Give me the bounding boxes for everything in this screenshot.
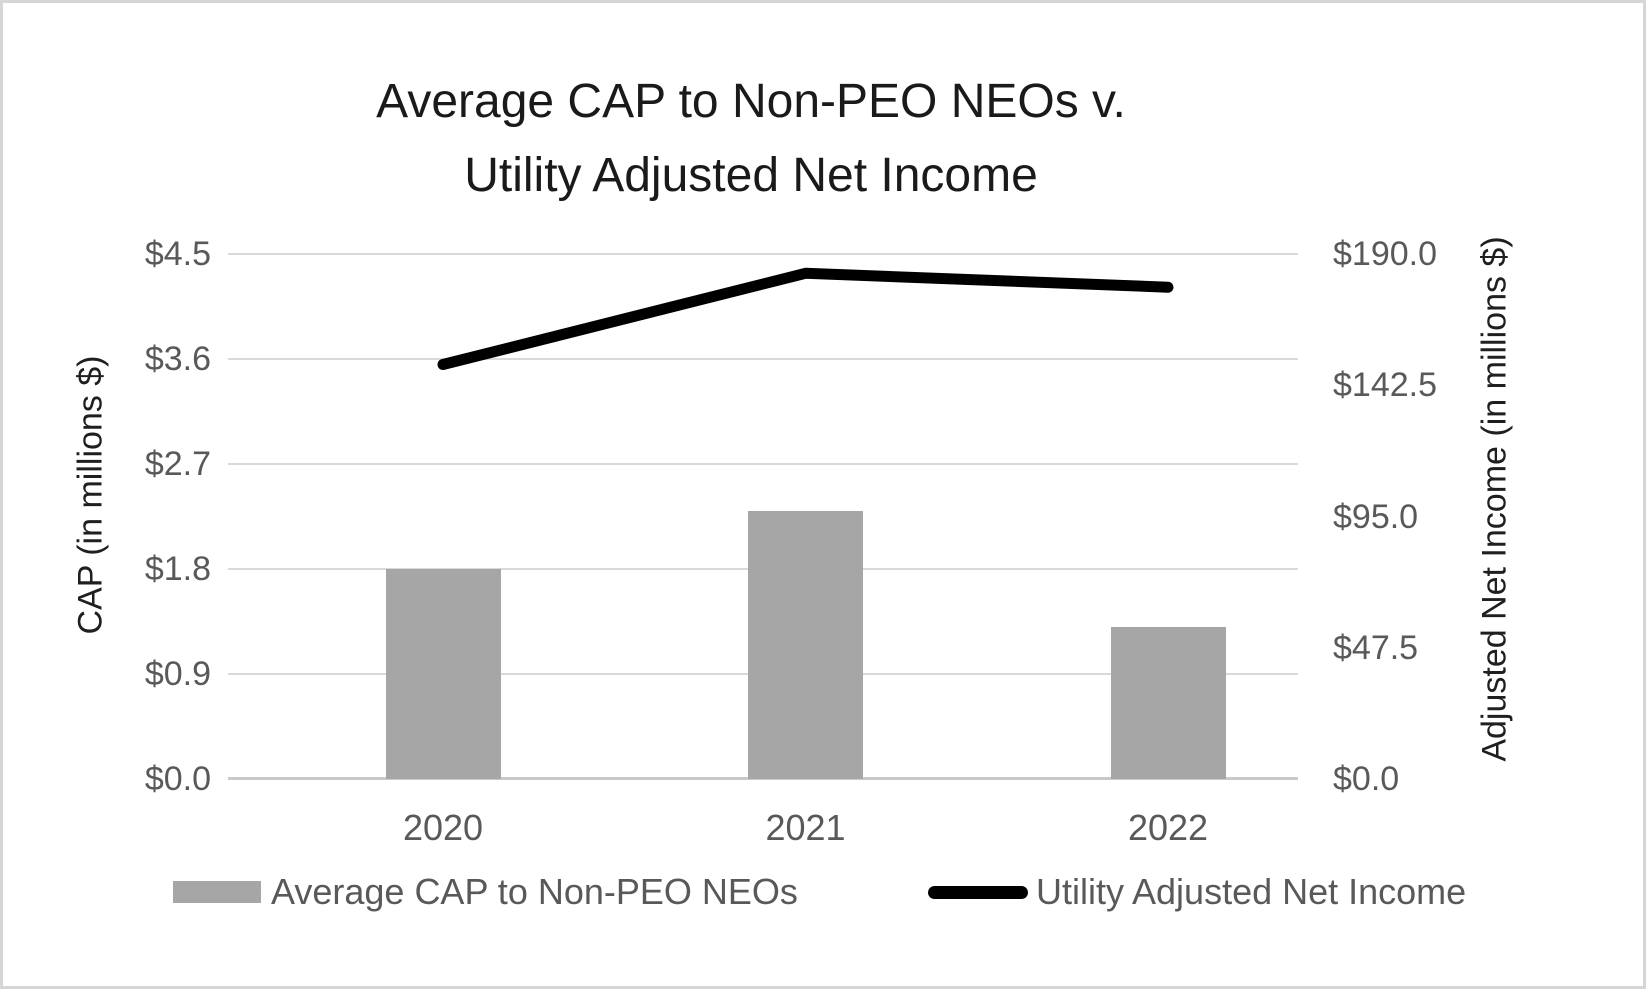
gridline <box>228 253 1298 255</box>
utility-net-income-line <box>437 267 1174 370</box>
legend-item-average-cap: Average CAP to Non-PEO NEOs <box>173 869 798 915</box>
left-axis-tick-label: $0.0 <box>144 760 211 798</box>
x-axis-label-2022: 2022 <box>1127 807 1209 848</box>
bar-2022 <box>1110 627 1226 779</box>
left-axis-tick-label: $3.6 <box>144 340 211 378</box>
left-axis-tick-label: $0.9 <box>144 655 211 693</box>
left-axis-tick-label: $2.7 <box>144 445 211 483</box>
gridline <box>228 358 1298 360</box>
bar-legend-swatch <box>173 881 261 903</box>
bar-2021 <box>748 510 863 779</box>
x-axis-label-2021: 2021 <box>765 807 846 848</box>
chart-title: Average CAP to Non-PEO NEOs v. Utility A… <box>103 65 1399 213</box>
legend-label: Average CAP to Non-PEO NEOs <box>271 871 798 912</box>
right-axis-tick-labels: $190.0 $142.5 $95.0 $47.5 $0.0 <box>1333 235 1493 798</box>
left-axis-tick-label: $1.8 <box>144 550 211 588</box>
legend-item-utility-net-income: Utility Adjusted Net Income <box>928 869 1466 915</box>
right-axis-tick-label: $142.5 <box>1333 366 1437 405</box>
chart-title-line1: Average CAP to Non-PEO NEOs v. <box>376 75 1126 128</box>
left-axis-tick-label: $4.5 <box>144 235 211 273</box>
right-axis-tick-label: $0.0 <box>1333 760 1400 798</box>
gridline <box>228 463 1298 465</box>
left-axis-tick-labels: $4.5 $3.6 $2.7 $1.8 $0.9 $0.0 <box>95 235 211 798</box>
x-axis-category-labels: 2020 2021 2022 <box>3 806 1643 850</box>
right-axis-tick-label: $95.0 <box>1333 497 1419 536</box>
plot-area <box>228 253 1298 780</box>
legend-label: Utility Adjusted Net Income <box>1036 871 1467 912</box>
line-series <box>437 267 1174 370</box>
line-legend-swatch <box>928 885 1028 899</box>
right-axis-tick-label: $47.5 <box>1333 628 1419 667</box>
chart-title-line2: Utility Adjusted Net Income <box>464 149 1038 202</box>
x-axis-label-2020: 2020 <box>402 807 484 848</box>
bar-2020 <box>385 569 501 779</box>
right-axis-tick-label: $190.0 <box>1333 235 1437 273</box>
